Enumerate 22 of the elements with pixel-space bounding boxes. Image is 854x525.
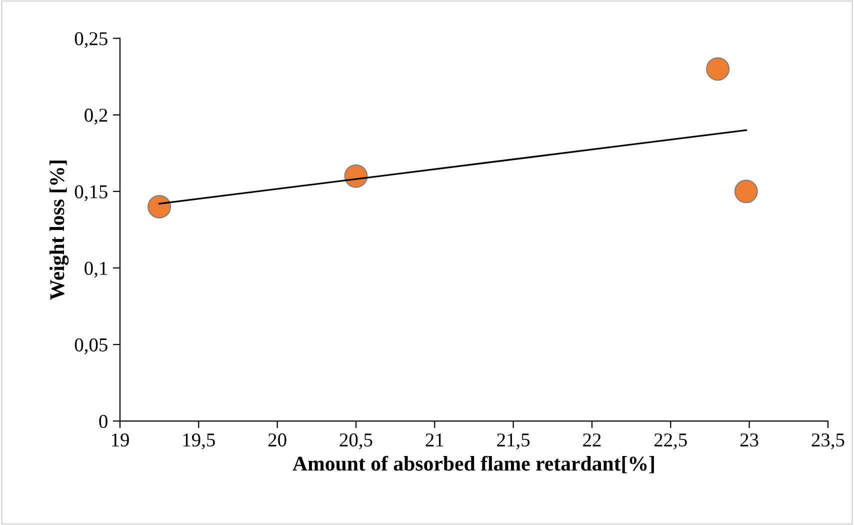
x-tick-label: 23,5 bbox=[812, 433, 844, 450]
x-axis-title: Amount of absorbed flame retardant[%] bbox=[292, 456, 654, 474]
point bbox=[148, 194, 172, 218]
point bbox=[706, 57, 730, 81]
y-tick-label: 0,1 bbox=[84, 262, 108, 278]
x-tick-label: 21,5 bbox=[497, 433, 530, 450]
x-tick-label: 22,5 bbox=[654, 433, 687, 450]
x-tick-label: 21 bbox=[426, 433, 444, 446]
x-tick-label: 19 bbox=[112, 433, 129, 447]
y-axis-title: Weight loss [%] bbox=[50, 160, 69, 300]
point bbox=[734, 180, 758, 204]
x-tick-label: 23 bbox=[740, 433, 758, 447]
y-tick-label: 0,15 bbox=[74, 185, 108, 202]
x-tick-label: 20,5 bbox=[340, 433, 372, 450]
x-tick-label: 20 bbox=[268, 433, 286, 447]
x-tick-label: 19,5 bbox=[183, 433, 215, 450]
y-tick-label: 0,25 bbox=[74, 32, 108, 48]
y-tick-label: 0,05 bbox=[74, 338, 108, 354]
point bbox=[344, 164, 368, 188]
y-tick-label: 0,2 bbox=[84, 108, 108, 125]
x-tick-label: 22 bbox=[583, 433, 601, 446]
y-tick-label: 0 bbox=[99, 414, 108, 428]
